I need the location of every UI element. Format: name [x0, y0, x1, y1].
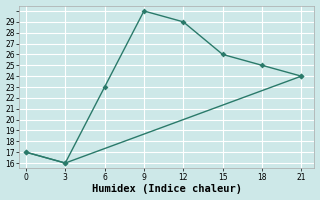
- X-axis label: Humidex (Indice chaleur): Humidex (Indice chaleur): [92, 184, 242, 194]
